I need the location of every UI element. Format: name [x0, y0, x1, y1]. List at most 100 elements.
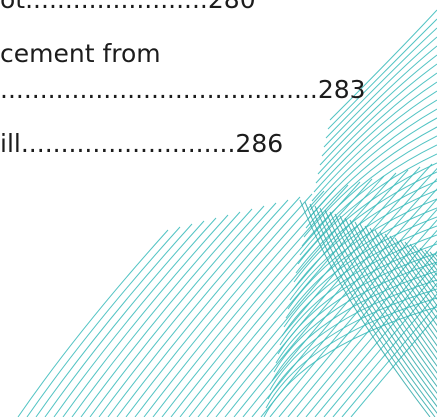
- toc-entry[interactable]: cement from: [0, 40, 161, 68]
- decorative-line: [283, 216, 437, 328]
- decorative-line: [301, 135, 437, 247]
- decorative-line: [303, 126, 437, 238]
- decorative-line: [350, 314, 437, 417]
- decorative-line: [329, 211, 437, 388]
- decorative-line: [275, 252, 437, 364]
- decorative-line: [404, 241, 437, 288]
- upper-right-line-fan: [263, 9, 437, 417]
- decorative-line: [152, 184, 349, 417]
- decorative-line: [314, 205, 437, 408]
- decorative-line: [329, 9, 437, 121]
- decorative-line: [289, 189, 437, 301]
- decorative-line: [188, 172, 397, 417]
- decorative-line: [314, 271, 437, 417]
- toc-entry-continued[interactable]: ........................................…: [0, 76, 366, 104]
- decorative-line: [233, 178, 437, 417]
- decorative-line: [89, 205, 265, 417]
- decorative-line: [307, 108, 437, 220]
- toc-entry[interactable]: ill...........................286: [0, 130, 283, 158]
- decorative-line: [53, 217, 217, 417]
- decorative-line: [327, 18, 437, 130]
- decorative-line: [315, 72, 437, 184]
- decorative-line: [278, 229, 437, 417]
- decorative-line: [107, 199, 289, 417]
- decorative-line: [414, 245, 437, 277]
- decorative-line: [332, 293, 437, 417]
- decorative-line: [334, 213, 437, 381]
- decorative-line: [273, 261, 437, 373]
- decorative-line: [369, 227, 437, 333]
- decorative-line: [311, 90, 437, 202]
- decorative-line: [215, 163, 433, 417]
- decorative-line: [17, 229, 169, 417]
- toc-leader-dots: ..........................: [28, 129, 236, 158]
- decorative-line: [287, 240, 437, 417]
- decorative-line: [319, 207, 437, 401]
- decorative-line: [293, 171, 437, 283]
- decorative-line: [125, 193, 313, 417]
- decorative-line: [297, 153, 437, 265]
- toc-entry[interactable]: ot.......................280: [0, 0, 256, 14]
- decorative-line: [224, 167, 437, 417]
- decorative-line: [317, 63, 437, 175]
- decorative-line: [62, 214, 229, 417]
- decorative-line: [389, 235, 437, 307]
- decorative-line: [374, 229, 437, 327]
- decorative-line: [44, 220, 205, 417]
- decorative-line: [323, 282, 437, 417]
- decorative-line: [341, 303, 437, 417]
- decorative-line: [267, 288, 437, 400]
- decorative-line: [251, 198, 437, 417]
- decorative-line: [287, 198, 437, 310]
- decorative-line: [98, 202, 277, 417]
- diagonal-line-fan: [17, 163, 437, 417]
- decorative-line: [179, 175, 385, 417]
- decorative-line: [309, 99, 437, 211]
- decorative-line: [305, 117, 437, 229]
- decorative-line: [399, 239, 437, 294]
- decorative-line: [324, 209, 437, 394]
- decorative-line: [354, 221, 437, 354]
- decorative-line: [349, 219, 437, 361]
- cross-hatch-line-fan: [299, 199, 437, 417]
- decorative-line: [269, 279, 437, 391]
- decorative-line: [35, 223, 193, 417]
- decorative-line: [344, 217, 437, 367]
- decorative-line: [170, 178, 373, 417]
- toc-page-number: 286: [235, 129, 284, 158]
- decorative-line: [309, 203, 437, 414]
- decorative-line: [71, 211, 241, 417]
- decorative-line: [263, 306, 437, 417]
- toc-entry-text: cement from: [0, 39, 161, 68]
- decorative-line: [325, 27, 437, 139]
- decorative-line: [291, 180, 437, 292]
- decorative-line: [134, 190, 325, 417]
- decorative-line: [299, 199, 431, 417]
- decorative-line: [271, 270, 437, 382]
- decorative-line: [295, 162, 437, 274]
- decorative-line: [321, 45, 437, 157]
- decorative-line: [319, 54, 437, 166]
- decorative-line: [116, 196, 301, 417]
- decorative-line: [384, 233, 437, 313]
- decorative-line: [323, 36, 437, 148]
- decorative-line: [394, 237, 437, 301]
- decorative-line: [305, 261, 437, 417]
- decorative-line: [339, 215, 437, 374]
- decorative-line: [304, 201, 436, 417]
- decorative-line: [359, 223, 437, 347]
- decorative-line: [26, 226, 181, 417]
- decorative-line: [313, 81, 437, 193]
- toc-page-number: 283: [317, 75, 366, 104]
- decorative-line: [419, 247, 437, 271]
- decorative-line: [80, 208, 253, 417]
- toc-page-number: 280: [208, 0, 256, 14]
- decorative-line: [197, 169, 409, 417]
- decorative-line: [424, 249, 437, 266]
- toc-entry-text: ill.: [0, 129, 29, 158]
- decorative-line: [379, 231, 437, 320]
- decorative-line: [296, 250, 437, 417]
- toc-entry-text: ot.: [0, 0, 33, 14]
- toc-leader-dots: ........................................: [0, 75, 318, 104]
